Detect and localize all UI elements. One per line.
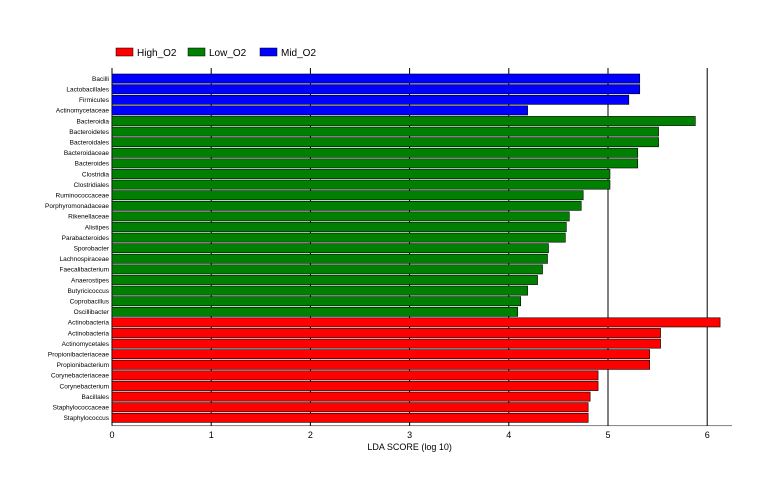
bar-propionibacterium-27	[111, 359, 650, 370]
bar-clostridiales-10	[111, 179, 611, 190]
category-label-11: Ruminococcaceae	[56, 193, 110, 200]
x-axis: 0 1 2 3 4 5 6	[109, 425, 732, 440]
category-label-6: Bacteroidales	[70, 140, 110, 147]
category-label-8: Bacteroides	[75, 161, 110, 168]
bar-butyricicoccus-20	[111, 285, 528, 296]
bar-lactobacillales-1	[111, 84, 641, 95]
bar-staphylococcaceae-31	[111, 402, 589, 413]
x-tick-label-0: 0	[109, 430, 114, 440]
bar-actinomycetales-25	[111, 338, 661, 349]
category-label-25: Actinomycetales	[62, 341, 110, 348]
category-label-10: Clostridiales	[74, 182, 110, 189]
x-tick-label-1: 1	[209, 430, 214, 440]
category-label-5: Bacteroidetes	[69, 129, 109, 136]
bar-corynebacterium-29	[111, 381, 599, 391]
bar-firmicutes-2	[111, 94, 630, 105]
category-label-7: Bacteroidaceae	[64, 150, 110, 157]
bars	[111, 73, 721, 423]
bar-coprobacillus-21	[111, 296, 522, 307]
category-label-12: Porphyromonadaceae	[45, 203, 109, 210]
legend-swatch-low-o2	[187, 47, 206, 57]
bar-actinomycetaceae-3	[111, 105, 528, 116]
category-label-2: Firmicutes	[79, 97, 110, 104]
category-label-15: Parabacteroides	[62, 235, 110, 242]
bar-porphyromonadaceae-12	[111, 200, 582, 211]
category-label-21: Coprobacillus	[70, 299, 110, 306]
bar-bacteroides-8	[111, 158, 639, 169]
category-label-4: Bacteroidia	[76, 118, 109, 125]
category-label-27: Propionibacterium	[57, 362, 109, 369]
bar-clostridia-9	[111, 169, 611, 179]
x-tick-label-5: 5	[605, 430, 610, 440]
category-label-20: Butyricicoccus	[67, 288, 109, 295]
bar-ruminococcaceae-11	[111, 190, 584, 201]
bar-bacilli-0	[111, 73, 641, 84]
bar-oscillibacter-22	[111, 306, 519, 317]
x-axis-label: LDA SCORE (log 10)	[367, 442, 452, 452]
bar-bacteroidaceae-7	[111, 147, 639, 158]
bar-anaerostipes-19	[111, 275, 538, 285]
bar-rikenellaceae-13	[111, 211, 570, 222]
bar-sporobacter-16	[111, 243, 549, 254]
bar-corynebacteriaceae-28	[111, 370, 599, 381]
bar-lachnospiraceae-17	[111, 253, 548, 264]
x-tick-label-3: 3	[407, 430, 412, 440]
category-label-24: Actinobacteria	[68, 330, 110, 337]
legend: High_O2 Low_O2 Mid_O2	[115, 47, 316, 59]
bar-actinobacteria-24	[111, 328, 661, 338]
category-label-29: Corynebacterium	[60, 383, 110, 390]
bar-bacteroidetes-5	[111, 126, 659, 137]
category-label-23: Actinobacteria	[68, 320, 110, 327]
legend-label-low-o2: Low_O2	[209, 48, 247, 59]
category-label-16: Sporobacter	[74, 246, 110, 253]
x-tick-label-2: 2	[308, 430, 313, 440]
category-label-3: Actinomycetaceae	[56, 108, 109, 115]
category-label-13: Rikenellaceae	[68, 214, 109, 221]
bar-propionibacteriaceae-26	[111, 349, 650, 360]
x-tick-label-6: 6	[705, 430, 710, 440]
bar-bacillales-30	[111, 391, 591, 402]
bar-parabacteroides-15	[111, 232, 566, 243]
bar-alistipes-14	[111, 222, 567, 232]
category-label-31: Staphylococcaceae	[53, 405, 110, 412]
category-label-22: Oscillibacter	[74, 309, 110, 316]
bar-faecalibacterium-18	[111, 264, 543, 275]
bar-bacteroidia-4	[111, 116, 696, 126]
legend-label-mid-o2: Mid_O2	[281, 48, 316, 59]
category-label-28: Corynebacteriaceae	[51, 373, 110, 380]
legend-swatch-mid-o2	[259, 47, 278, 57]
category-label-30: Bacillales	[82, 394, 110, 401]
bar-bacteroidales-6	[111, 137, 659, 148]
category-labels: Bacilli Lactobacillales Firmicutes Actinomy…	[45, 76, 110, 422]
legend-swatch-high-o2	[115, 47, 134, 57]
category-label-26: Propionibacteriaceae	[48, 352, 109, 359]
category-label-0: Bacilli	[92, 76, 109, 83]
bar-staphylococcus-32	[111, 412, 589, 423]
bar-actinobacteria-23	[111, 317, 721, 328]
category-label-9: Clostridia	[82, 171, 109, 178]
category-label-17: Lachnospiraceae	[59, 256, 109, 263]
category-label-19: Anaerostipes	[71, 277, 110, 284]
x-tick-label-4: 4	[506, 430, 511, 440]
category-label-14: Alistipes	[85, 224, 110, 231]
legend-label-high-o2: High_O2	[137, 48, 177, 59]
category-label-32: Staphylococcus	[63, 415, 109, 422]
category-label-18: Faecalibacterium	[60, 267, 110, 274]
category-label-1: Lactobacillales	[66, 87, 109, 94]
